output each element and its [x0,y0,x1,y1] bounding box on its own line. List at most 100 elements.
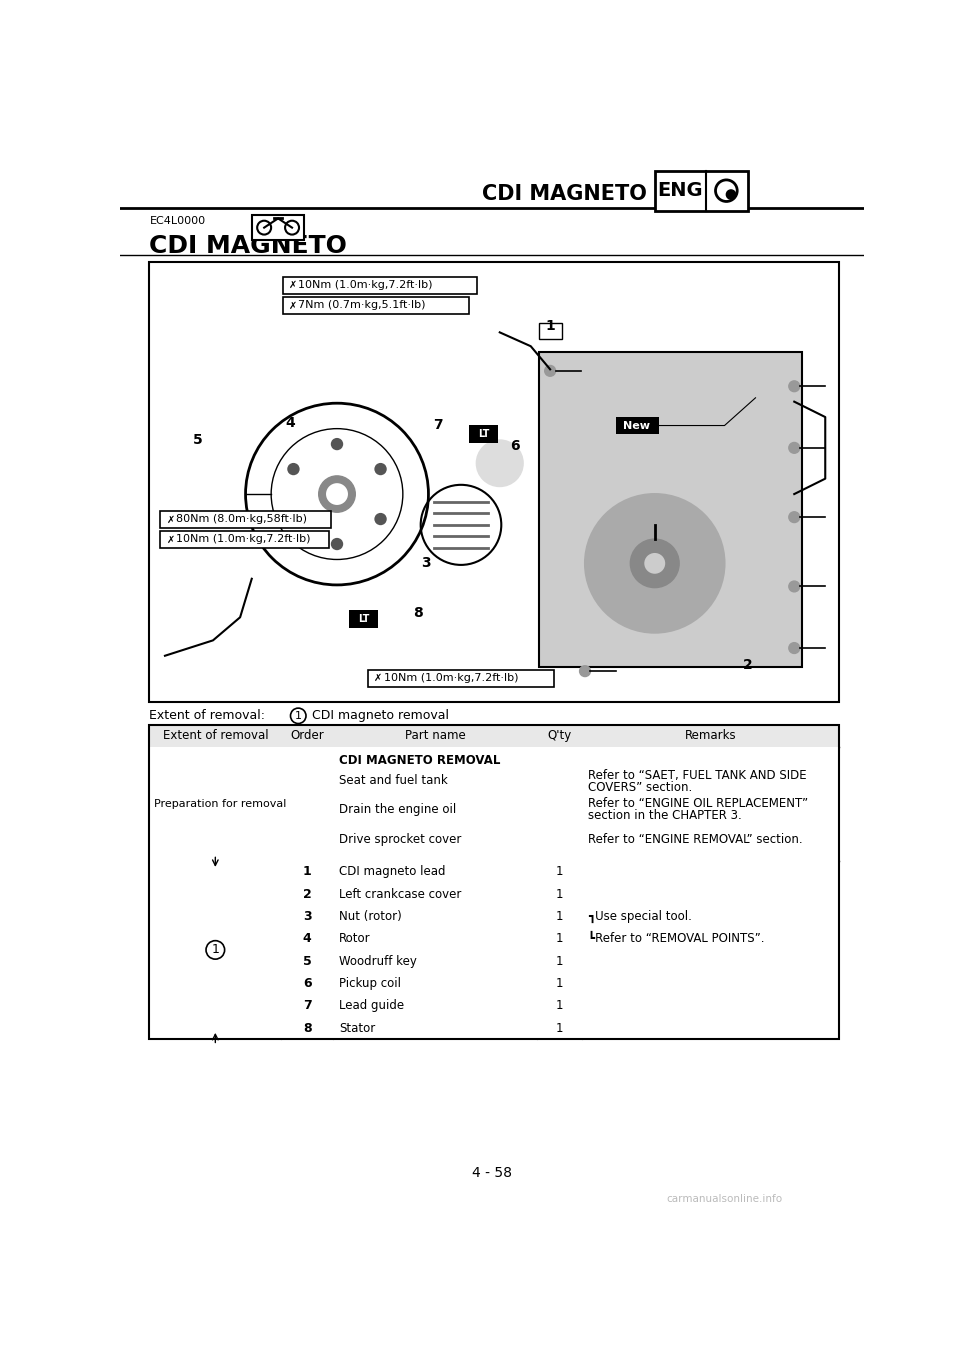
Text: CDI MAGNETO: CDI MAGNETO [150,234,348,258]
Bar [616,417,659,435]
Text: ┓Use special tool.: ┓Use special tool. [588,910,692,923]
Text: New: New [623,421,651,430]
Bar [160,531,329,549]
Bar [252,216,304,240]
Bar [539,323,562,338]
Bar [655,171,748,210]
Bar [348,610,378,627]
Text: Extent of removal:: Extent of removal: [150,709,266,722]
Text: 3: 3 [302,910,311,923]
Text: CDI magneto removal: CDI magneto removal [312,709,449,722]
Circle shape [644,553,665,574]
Bar [539,352,802,667]
Text: COVERS” section.: COVERS” section. [588,781,692,794]
Text: Refer to “ENGINE REMOVAL” section.: Refer to “ENGINE REMOVAL” section. [588,832,803,846]
Text: Seat and fuel tank: Seat and fuel tank [339,774,448,788]
Text: 2: 2 [302,888,312,900]
Circle shape [287,463,300,475]
Text: 7: 7 [302,999,312,1012]
Text: 3: 3 [421,557,431,570]
Circle shape [287,513,300,526]
Text: 10Nm (1.0m·kg,7.2ft·lb): 10Nm (1.0m·kg,7.2ft·lb) [299,280,433,291]
Text: Lead guide: Lead guide [339,999,404,1012]
Text: 4 - 58: 4 - 58 [472,1167,512,1180]
Text: Part name: Part name [405,729,466,743]
Bar [150,262,839,702]
Text: 5: 5 [193,433,203,447]
Circle shape [580,665,590,676]
Bar [150,725,839,1039]
Circle shape [789,581,800,592]
Text: Woodruff key: Woodruff key [339,955,418,967]
Text: 7Nm (0.7m·kg,5.1ft·lb): 7Nm (0.7m·kg,5.1ft·lb) [299,300,425,311]
Text: 10Nm (1.0m·kg,7.2ft·lb): 10Nm (1.0m·kg,7.2ft·lb) [176,535,310,545]
Text: Nut (rotor): Nut (rotor) [339,910,402,923]
Text: 1: 1 [295,710,301,721]
Text: Remarks: Remarks [684,729,736,743]
Text: ✗: ✗ [166,535,175,545]
Text: 7: 7 [433,418,443,432]
Text: 1: 1 [556,999,564,1012]
Text: 1: 1 [556,910,564,923]
Bar [160,511,331,528]
Text: LT: LT [478,429,490,439]
Text: Order: Order [290,729,324,743]
Text: ENG: ENG [657,181,703,200]
Text: 1: 1 [302,865,312,879]
Text: Pickup coil: Pickup coil [339,976,401,990]
Circle shape [374,513,387,526]
Text: ✗: ✗ [289,300,297,311]
Bar [150,725,839,747]
Bar [150,747,839,861]
Text: 1: 1 [556,955,564,967]
Circle shape [331,538,344,550]
Text: Drive sprocket cover: Drive sprocket cover [339,832,462,846]
Text: Drain the engine oil: Drain the engine oil [339,804,457,816]
Bar [368,669,554,687]
Text: CDI magneto lead: CDI magneto lead [339,865,445,879]
Bar [150,861,839,1039]
Circle shape [789,512,800,523]
Text: 1: 1 [556,1021,564,1035]
Text: ✗: ✗ [289,280,297,291]
Text: ✗: ✗ [166,515,175,524]
Circle shape [631,539,679,588]
Circle shape [374,463,387,475]
Circle shape [326,483,348,505]
Circle shape [319,475,355,512]
Text: 6: 6 [302,976,311,990]
Text: Stator: Stator [339,1021,375,1035]
Text: CDI MAGNETO REMOVAL: CDI MAGNETO REMOVAL [339,754,501,767]
Text: 10Nm (1.0m·kg,7.2ft·lb): 10Nm (1.0m·kg,7.2ft·lb) [383,674,518,683]
Text: 6: 6 [511,440,520,454]
Text: Left crankcase cover: Left crankcase cover [339,888,462,900]
Circle shape [544,365,556,376]
Text: 1: 1 [556,976,564,990]
Text: CDI MAGNETO: CDI MAGNETO [482,183,647,204]
Bar [468,425,498,443]
Text: 1: 1 [556,932,564,945]
Text: 1: 1 [545,319,555,333]
Text: 1: 1 [556,865,564,879]
Bar [283,297,468,314]
Text: carmanualsonline.info: carmanualsonline.info [666,1194,782,1203]
Text: 4: 4 [302,932,312,945]
Text: Preparation for removal: Preparation for removal [155,799,286,808]
Circle shape [789,443,800,454]
Text: 8: 8 [414,607,423,621]
Text: Q'ty: Q'ty [547,729,571,743]
Circle shape [727,190,735,200]
Text: ┗Refer to “REMOVAL POINTS”.: ┗Refer to “REMOVAL POINTS”. [588,932,764,945]
Circle shape [585,494,725,633]
Circle shape [476,440,523,486]
Text: ✗: ✗ [374,674,382,683]
Text: 1: 1 [211,944,219,956]
Text: 1: 1 [556,888,564,900]
Text: LT: LT [358,614,369,623]
Bar [283,277,476,293]
Text: Refer to “ENGINE OIL REPLACEMENT”: Refer to “ENGINE OIL REPLACEMENT” [588,797,808,811]
Text: Rotor: Rotor [339,932,371,945]
Text: Extent of removal: Extent of removal [162,729,268,743]
Text: section in the CHAPTER 3.: section in the CHAPTER 3. [588,809,742,823]
Circle shape [789,642,800,653]
